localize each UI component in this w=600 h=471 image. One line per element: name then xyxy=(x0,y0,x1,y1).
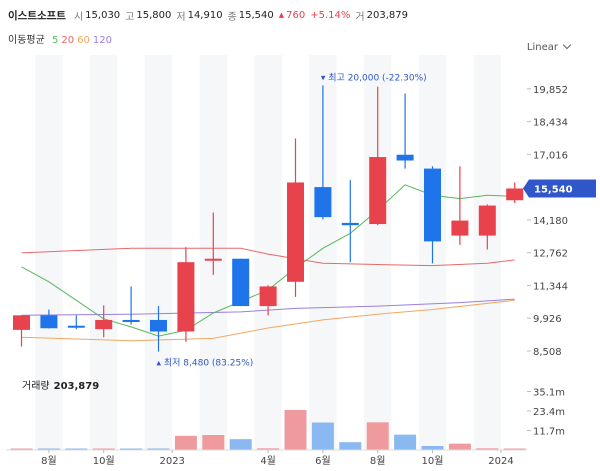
volume-tick-label: 23.4m xyxy=(533,407,565,418)
price-tick-label: 9,926 xyxy=(533,314,562,325)
current-price-badge xyxy=(523,179,596,198)
moving-average-label: 이동평균 xyxy=(8,35,45,46)
volume-bar xyxy=(10,448,33,450)
volume-bar xyxy=(366,422,389,450)
candle-body xyxy=(177,262,195,332)
volume-bar xyxy=(311,422,334,450)
scale-label: Linear xyxy=(526,42,558,53)
volume-label: 거 xyxy=(355,11,365,23)
candle-body xyxy=(95,319,113,330)
high-value: 15,800 xyxy=(136,9,172,21)
x-tick-label: 4월 xyxy=(260,455,276,467)
current-price-label: 15,540 xyxy=(534,184,573,195)
candle-body xyxy=(232,258,250,307)
change-percent: +5.14% xyxy=(310,9,351,21)
volume-bar xyxy=(284,410,307,450)
candle-body xyxy=(396,154,414,161)
candle-body xyxy=(287,182,304,282)
volume-bar xyxy=(421,446,444,450)
volume-bar xyxy=(65,448,88,450)
ma-legend-item-20[interactable]: 20 xyxy=(61,35,75,46)
column-band xyxy=(473,55,501,450)
price-tick-label: 11,344 xyxy=(533,281,568,292)
low-label: 저 xyxy=(176,11,186,23)
candle-body xyxy=(13,315,30,330)
price-tick-label: 18,434 xyxy=(533,118,568,129)
up-triangle-icon: ▲ xyxy=(278,11,285,19)
volume-bar xyxy=(229,439,252,450)
volume-bar xyxy=(147,448,170,450)
open-label: 시 xyxy=(73,11,84,23)
candle-body xyxy=(506,188,524,201)
close-value: 15,540 xyxy=(238,9,274,21)
max-price-annotation: ▾ 최고 20,000 (-22.30%) xyxy=(321,72,427,83)
high-label: 고 xyxy=(125,11,135,23)
volume-bar xyxy=(120,448,143,450)
min-price-annotation: ▴ 최저 8,480 (83.25%) xyxy=(157,358,254,369)
ma-legend-item-5[interactable]: 5 xyxy=(52,35,59,46)
volume-bar xyxy=(476,448,499,450)
column-band xyxy=(144,55,173,450)
price-tick-label: 19,852 xyxy=(533,85,568,96)
candle-body xyxy=(40,315,58,329)
moving-average-legend[interactable]: 이동평균 5 20 60 120 xyxy=(8,31,115,46)
price-tick-label: 12,762 xyxy=(533,249,568,260)
volume-bar xyxy=(339,442,362,450)
x-tick-label: 10월 xyxy=(422,455,444,467)
volume-bar xyxy=(174,435,197,450)
volume-value: 203,879 xyxy=(366,9,408,21)
price-tick-label: 17,016 xyxy=(533,150,568,161)
open-value: 15,030 xyxy=(85,9,121,21)
volume-bar xyxy=(503,448,526,450)
volume-bar xyxy=(257,448,280,450)
change-value: 760 xyxy=(286,9,306,21)
volume-bar xyxy=(37,448,60,450)
candle-body xyxy=(204,258,222,261)
candle-body xyxy=(451,220,469,236)
ma20-line xyxy=(21,247,515,267)
volume-bar xyxy=(394,434,417,450)
x-tick-label: 8월 xyxy=(370,455,386,467)
candle-body xyxy=(259,286,277,307)
volume-tick-label: 11.7m xyxy=(533,427,565,438)
volume-bar xyxy=(202,435,225,450)
x-tick-label: 8월 xyxy=(41,455,57,467)
close-label: 종 xyxy=(227,11,237,23)
volume-tick-label: 35.1m xyxy=(533,388,565,399)
stock-name: 이스트소프트 xyxy=(8,9,66,22)
stock-header: 이스트소프트 시 15,030 고 15,800 저 14,910 종 15,5… xyxy=(8,7,413,23)
low-value: 14,910 xyxy=(187,9,223,21)
scale-selector[interactable]: Linear xyxy=(526,40,572,53)
ma60-line xyxy=(21,299,515,342)
x-tick-label: 10월 xyxy=(93,455,115,467)
candle-body xyxy=(314,187,332,218)
volume-title-label: 거래량 xyxy=(22,381,50,392)
candle-body xyxy=(369,157,387,225)
x-tick-label: 2024 xyxy=(488,456,513,467)
volume-bar xyxy=(448,443,471,450)
x-tick-label: 2023 xyxy=(159,456,184,467)
candle-body xyxy=(424,168,441,242)
candle-body xyxy=(122,319,140,323)
price-tick-label: 14,180 xyxy=(533,216,568,227)
column-band xyxy=(90,55,118,450)
ma-legend-item-60[interactable]: 60 xyxy=(77,35,90,46)
price-tick-label: 8,508 xyxy=(533,347,562,358)
candle-body xyxy=(150,319,167,332)
candle-body xyxy=(67,325,85,328)
x-tick-label: 6월 xyxy=(315,455,331,467)
candle-body xyxy=(478,205,496,236)
ma-legend-item-120[interactable]: 120 xyxy=(92,35,112,46)
volume-bar xyxy=(92,448,115,450)
volume-title-value: 203,879 xyxy=(53,381,100,392)
volume-title: 거래량 203,879 xyxy=(22,377,99,392)
candle-body xyxy=(341,222,359,226)
